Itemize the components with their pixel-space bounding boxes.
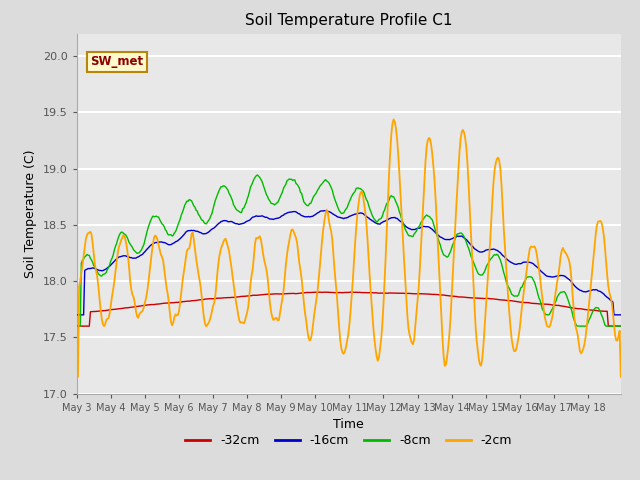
Y-axis label: Soil Temperature (C): Soil Temperature (C): [24, 149, 38, 278]
Legend: -32cm, -16cm, -8cm, -2cm: -32cm, -16cm, -8cm, -2cm: [180, 429, 517, 452]
Text: SW_met: SW_met: [90, 55, 143, 68]
Title: Soil Temperature Profile C1: Soil Temperature Profile C1: [245, 13, 452, 28]
X-axis label: Time: Time: [333, 418, 364, 431]
